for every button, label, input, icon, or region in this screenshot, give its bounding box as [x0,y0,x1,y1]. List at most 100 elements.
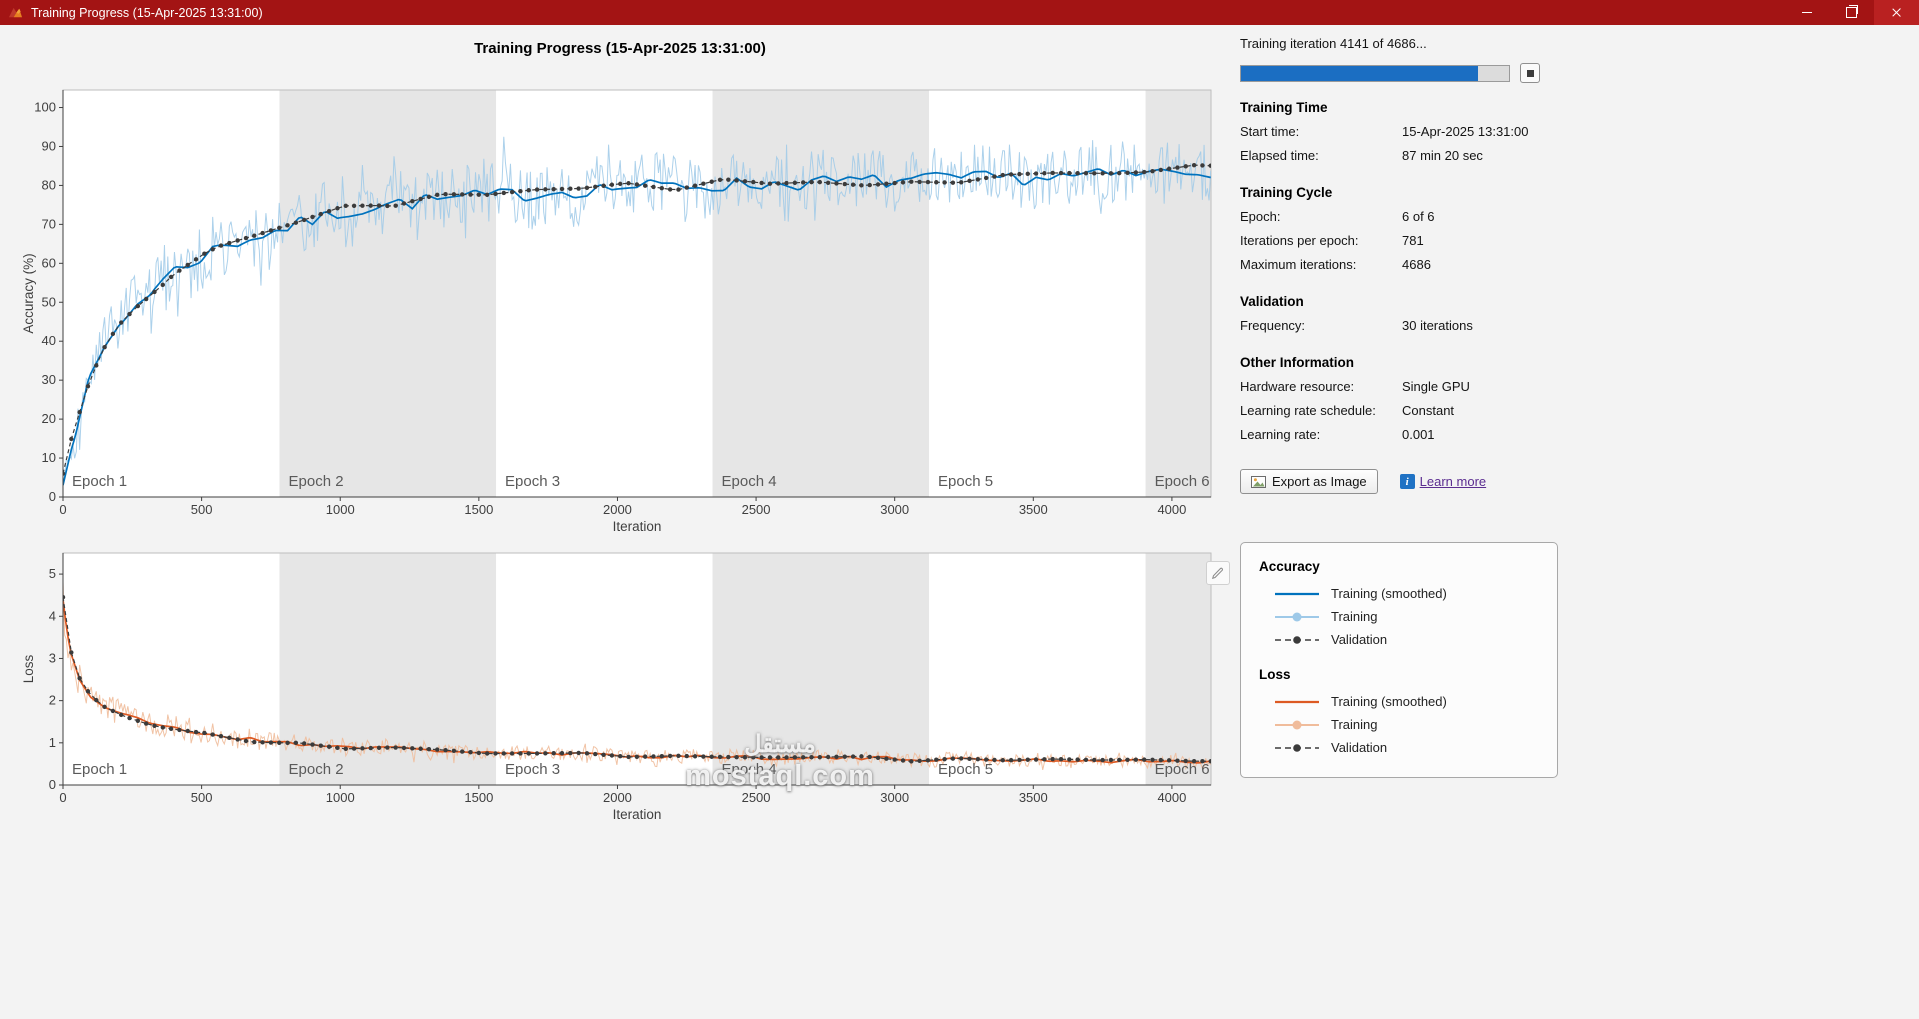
legend-label: Training (smoothed) [1331,586,1447,601]
svg-text:1: 1 [49,735,56,750]
svg-text:50: 50 [42,294,56,309]
legend-item: Validation [1273,736,1543,759]
info-icon: i [1399,474,1415,489]
legend-label: Training [1331,609,1378,624]
svg-text:4000: 4000 [1157,790,1186,805]
legend-swatch-accuracy-validation-icon [1273,632,1321,648]
row-value: 87 min 20 sec [1402,148,1483,163]
row-value: Single GPU [1402,379,1470,394]
svg-text:1500: 1500 [464,502,493,517]
svg-text:2500: 2500 [742,502,771,517]
svg-text:2: 2 [49,693,56,708]
row-label: Learning rate schedule: [1240,403,1376,418]
info-row: Epoch: 6 of 6 [1240,205,1558,229]
stop-training-button[interactable] [1520,63,1540,83]
svg-text:Iteration: Iteration [613,519,662,534]
maximize-icon [1846,5,1858,18]
svg-text:Epoch 5: Epoch 5 [938,473,993,490]
svg-text:1000: 1000 [326,502,355,517]
loss-chart: 0 500 1000 1500 2000 2500 3000 3500 4000 0 1 2 3 4 5 Ep… [20,545,1220,835]
stop-icon [1526,69,1534,77]
svg-text:2000: 2000 [603,790,632,805]
svg-text:2500: 2500 [742,790,771,805]
edit-plot-button[interactable] [1206,561,1230,585]
row-label: Learning rate: [1240,427,1321,442]
svg-text:Epoch 5: Epoch 5 [938,761,993,778]
svg-text:60: 60 [42,255,56,270]
image-icon [1251,475,1266,488]
svg-text:4: 4 [49,608,56,623]
svg-text:10: 10 [42,450,56,465]
export-as-image-button[interactable]: Export as Image [1240,469,1378,494]
accuracy-chart: 0 500 1000 1500 2000 2500 3000 3500 4000 0 10 20 30 4… [20,60,1220,545]
legend: Accuracy Training (smoothed) Training Va… [1240,542,1558,778]
legend-accuracy-heading: Accuracy [1259,559,1320,574]
svg-text:500: 500 [191,502,213,517]
training-info-panel: Training iteration 4141 of 4686... Train… [1240,36,1558,778]
svg-text:1000: 1000 [326,790,355,805]
legend-swatch-accuracy-smoothed-icon [1273,586,1321,602]
minimize-icon [1801,12,1812,13]
close-icon [1891,7,1902,18]
row-value: 6 of 6 [1402,209,1435,224]
section-heading-training-time: Training Time [1240,100,1328,115]
svg-text:500: 500 [191,790,213,805]
svg-text:Loss: Loss [21,654,36,683]
svg-text:Accuracy (%): Accuracy (%) [21,253,36,333]
legend-item: Training (smoothed) [1273,690,1543,713]
svg-text:Epoch 3: Epoch 3 [505,473,560,490]
svg-text:3000: 3000 [880,502,909,517]
svg-text:20: 20 [42,411,56,426]
learn-more-link[interactable]: Learn more [1419,474,1487,489]
info-row: Start time: 15-Apr-2025 13:31:00 [1240,120,1558,144]
legend-swatch-accuracy-training-icon [1273,609,1321,625]
info-row: Elapsed time: 87 min 20 sec [1240,144,1558,168]
figure-title: Training Progress (15-Apr-2025 13:31:00) [474,40,766,57]
svg-text:Epoch 2: Epoch 2 [289,761,344,778]
svg-text:40: 40 [42,333,56,348]
section-heading-training-cycle: Training Cycle [1240,185,1333,200]
info-row: Maximum iterations: 4686 [1240,253,1558,277]
svg-text:90: 90 [42,138,56,153]
legend-label: Training (smoothed) [1331,694,1447,709]
row-value: 4686 [1402,257,1431,272]
legend-label: Validation [1331,632,1388,647]
info-row: Hardware resource: Single GPU [1240,375,1558,399]
row-value: 781 [1402,233,1424,248]
matlab-icon [8,5,24,21]
row-label: Epoch: [1240,209,1281,224]
svg-text:5: 5 [49,566,56,581]
section-heading-validation: Validation [1240,294,1304,309]
learn-more[interactable]: i Learn more [1399,474,1487,489]
legend-item: Training (smoothed) [1273,582,1543,605]
row-label: Maximum iterations: [1240,257,1357,272]
close-button[interactable] [1874,0,1919,25]
svg-text:3500: 3500 [1019,502,1048,517]
row-label: Elapsed time: [1240,148,1319,163]
pencil-icon [1211,567,1224,580]
maximize-button[interactable] [1829,0,1874,25]
legend-swatch-loss-validation-icon [1273,740,1321,756]
svg-text:0: 0 [59,790,66,805]
svg-text:Epoch 1: Epoch 1 [72,473,127,490]
row-value: 30 iterations [1402,318,1473,333]
svg-text:Epoch 3: Epoch 3 [505,761,560,778]
row-label: Hardware resource: [1240,379,1355,394]
minimize-button[interactable] [1784,0,1829,25]
window-title: Training Progress (15-Apr-2025 13:31:00) [31,5,263,20]
row-label: Iterations per epoch: [1240,233,1359,248]
svg-text:3000: 3000 [880,790,909,805]
row-value: 0.001 [1402,427,1435,442]
legend-item: Validation [1273,628,1543,651]
svg-text:0: 0 [49,489,56,504]
svg-text:1500: 1500 [464,790,493,805]
window-titlebar[interactable]: Training Progress (15-Apr-2025 13:31:00) [0,0,1919,25]
svg-text:80: 80 [42,177,56,192]
row-value: 15-Apr-2025 13:31:00 [1402,124,1529,139]
svg-text:100: 100 [34,100,56,115]
svg-text:70: 70 [42,216,56,231]
svg-text:4000: 4000 [1157,502,1186,517]
svg-text:Epoch 6: Epoch 6 [1155,473,1210,490]
svg-text:Iteration: Iteration [613,807,662,822]
legend-swatch-loss-smoothed-icon [1273,694,1321,710]
